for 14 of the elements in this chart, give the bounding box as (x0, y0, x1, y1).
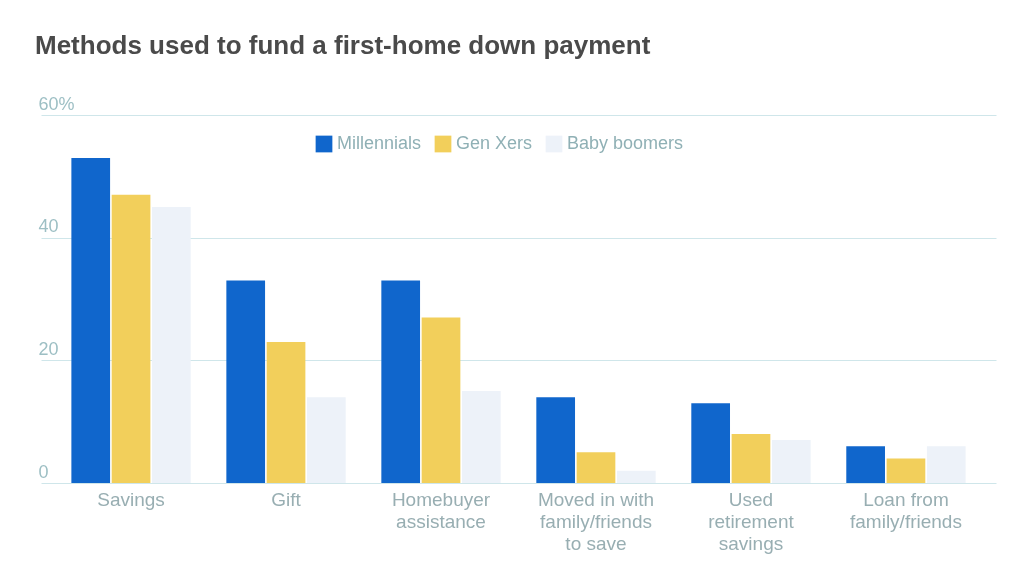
x-tick-label: Loan from family/friends (849, 488, 962, 532)
chart-title: Methods used to fund a first-home down payment (35, 30, 651, 60)
legend-label: Millennials (337, 133, 422, 153)
y-tick-label: 20 (38, 338, 59, 359)
legend-label: Gen Xers (456, 133, 533, 153)
x-tick-label: Savings (97, 488, 165, 510)
y-tick-label: 40 (38, 216, 59, 237)
x-tick-label: Moved in with family/friends to save (537, 488, 655, 554)
x-tick-label: Homebuyer assistance (391, 488, 491, 532)
x-tick-label: Gift (271, 488, 302, 510)
y-tick-label: 60% (38, 93, 75, 114)
legend-label: Baby boomers (567, 133, 684, 153)
x-tick-label: Used retirement savings (708, 488, 795, 554)
y-tick-label: 0 (38, 461, 49, 482)
